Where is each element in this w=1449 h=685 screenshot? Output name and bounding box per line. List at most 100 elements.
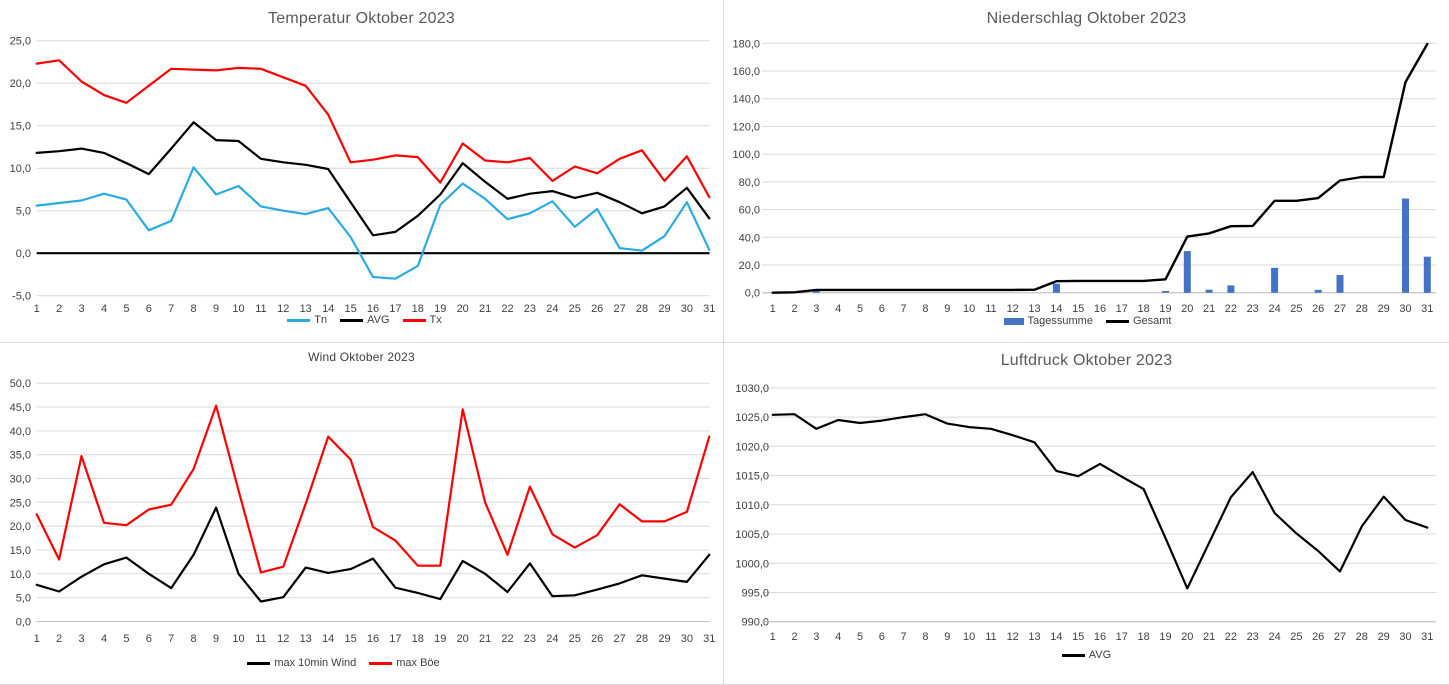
- x-axis-tick-label: 21: [1203, 303, 1215, 315]
- chart-title-niederschlag: Niederschlag Oktober 2023: [986, 10, 1187, 27]
- x-axis-tick-label: 29: [1378, 303, 1390, 315]
- x-axis-tick-label: 9: [213, 303, 219, 315]
- x-axis-tick-label: 4: [835, 631, 841, 643]
- x-axis-tick-label: 29: [1378, 631, 1390, 643]
- x-axis-tick-label: 15: [1072, 303, 1084, 315]
- x-axis-tick-label: 14: [322, 303, 334, 315]
- bar-Tagessumme: [1423, 256, 1431, 293]
- x-axis-tick-label: 8: [922, 631, 928, 643]
- legend-swatch-line: [1061, 653, 1085, 657]
- x-axis-tick-label: 30: [1399, 631, 1411, 643]
- x-axis-tick-label: 6: [146, 303, 152, 315]
- y-axis-tick-label: 180,0: [732, 38, 760, 50]
- bar-Tagessumme: [1402, 198, 1409, 293]
- x-axis-tick-label: 1: [34, 633, 40, 645]
- x-axis-tick-label: 19: [434, 633, 446, 645]
- x-axis-tick-label: 18: [412, 303, 424, 315]
- x-axis-tick-label: 20: [1181, 303, 1193, 315]
- y-axis-tick-label: 40,0: [10, 426, 31, 438]
- x-axis-tick-label: 14: [1050, 631, 1062, 643]
- legend-label: Gesamt: [1132, 315, 1172, 327]
- y-axis-tick-label: 45,0: [10, 402, 31, 414]
- legend-swatch-line: [1105, 319, 1129, 323]
- x-axis-tick-label: 31: [703, 633, 715, 645]
- series-line-Gesamt: [771, 42, 1429, 294]
- x-axis-tick-label: 5: [857, 303, 863, 315]
- x-axis-tick-label: 27: [1334, 631, 1346, 643]
- legend-label: Tn: [314, 314, 328, 326]
- chart-panel-temperatur[interactable]: Temperatur Oktober 2023 -5,0 0,0 5,0 10,0 15…: [0, 0, 724, 343]
- legend-item-max 10min Wind: max 10min Wind: [247, 657, 356, 669]
- x-axis-tick-label: 12: [1007, 303, 1019, 315]
- x-axis-tick-label: 15: [344, 303, 356, 315]
- legend-label: max Böe: [396, 657, 440, 669]
- x-axis-tick-label: 12: [1007, 631, 1019, 643]
- y-axis-tick-label: 160,0: [732, 66, 760, 78]
- y-axis-tick-label: 25,0: [10, 36, 31, 48]
- y-axis-tick-label: 1020,0: [735, 441, 769, 453]
- legend-item-max Böe: max Böe: [369, 657, 440, 669]
- x-axis-tick-label: 11: [255, 633, 266, 645]
- x-axis-tick-label: 19: [1159, 631, 1171, 643]
- y-axis-tick-label: 5,0: [16, 206, 31, 218]
- series-line-AVG: [35, 121, 711, 237]
- chart-title-temperatur: Temperatur Oktober 2023: [268, 10, 455, 27]
- chart-panel-niederschlag[interactable]: Niederschlag Oktober 2023 0,0 20,0 40,0 60,…: [724, 0, 1449, 343]
- x-axis-tick-label: 7: [901, 631, 907, 643]
- x-axis-tick-label: 2: [791, 631, 797, 643]
- x-axis-tick-label: 7: [168, 303, 174, 315]
- y-axis-tick-label: 1030,0: [735, 383, 769, 395]
- x-axis-tick-label: 27: [613, 633, 625, 645]
- y-axis-tick-label: 30,0: [10, 474, 31, 486]
- x-axis-tick-label: 12: [277, 633, 289, 645]
- legend-item-Tx: Tx: [402, 314, 442, 326]
- y-axis-tick-label: 80,0: [739, 177, 760, 189]
- chart-panel-wind[interactable]: Wind Oktober 2023 0,0 5,0 10,0 15,0 20,0 25,0…: [0, 343, 724, 685]
- x-axis-tick-label: 9: [944, 631, 950, 643]
- x-axis-tick-label: 6: [146, 633, 152, 645]
- x-axis-tick-label: 14: [1050, 303, 1062, 315]
- y-axis-tick-label: 15,0: [10, 545, 31, 557]
- x-axis-tick-label: 1: [770, 303, 776, 315]
- x-axis-tick-label: 15: [1072, 631, 1084, 643]
- x-axis-tick-label: 2: [56, 633, 62, 645]
- x-axis-tick-label: 16: [367, 633, 379, 645]
- y-axis-tick-label: 995,0: [741, 588, 769, 600]
- x-axis-tick-label: 17: [389, 633, 401, 645]
- x-axis-tick-label: 4: [101, 303, 107, 315]
- x-axis-tick-label: 11: [255, 303, 266, 315]
- y-axis-tick-label: 1025,0: [735, 412, 769, 424]
- y-axis-tick-label: 10,0: [10, 569, 31, 581]
- x-axis-tick-label: 18: [1137, 631, 1149, 643]
- x-axis-tick-label: 3: [78, 303, 84, 315]
- x-axis-tick-label: 4: [101, 633, 107, 645]
- x-axis-tick-label: 10: [232, 303, 244, 315]
- x-axis-tick-label: 3: [78, 633, 84, 645]
- y-axis-tick-label: 1010,0: [735, 500, 769, 512]
- bar-Tagessumme: [1314, 289, 1322, 293]
- legend-swatch-line: [340, 318, 364, 322]
- x-axis-tick-label: 26: [1312, 303, 1324, 315]
- x-axis-tick-label: 3: [813, 303, 819, 315]
- x-axis-tick-label: 31: [1421, 631, 1433, 643]
- chart-panel-luftdruck[interactable]: Luftdruck Oktober 2023 990,0 995,0 1000,0 1…: [724, 343, 1449, 685]
- x-axis-tick-label: 15: [344, 633, 356, 645]
- legend-label: max 10min Wind: [274, 657, 357, 669]
- chart-canvas-wind: 0,0 5,0 10,0 15,0 20,0 25,0 30,0 35,0 40,0 45,0 50…: [10, 378, 716, 645]
- x-axis-tick-label: 27: [1334, 303, 1346, 315]
- x-axis-tick-label: 30: [681, 303, 693, 315]
- legend-item-Tn: Tn: [287, 314, 327, 326]
- series-line-max Böe: [35, 404, 711, 574]
- legend-swatch-line: [369, 661, 393, 665]
- y-axis-tick-label: 0,0: [16, 617, 31, 629]
- x-axis-tick-label: 24: [1268, 631, 1280, 643]
- x-axis-tick-label: 28: [636, 303, 648, 315]
- bar-Tagessumme: [1205, 289, 1213, 293]
- legend-item-AVG: AVG: [340, 314, 390, 326]
- legend-temperatur: Tn AVG Tx: [3, 314, 726, 326]
- bar-Tagessumme: [1227, 285, 1235, 293]
- y-axis-tick-label: 40,0: [739, 232, 760, 244]
- y-axis-tick-label: 5,0: [16, 593, 31, 605]
- series-line-Tn: [35, 166, 711, 280]
- x-axis-tick-label: 21: [1203, 631, 1215, 643]
